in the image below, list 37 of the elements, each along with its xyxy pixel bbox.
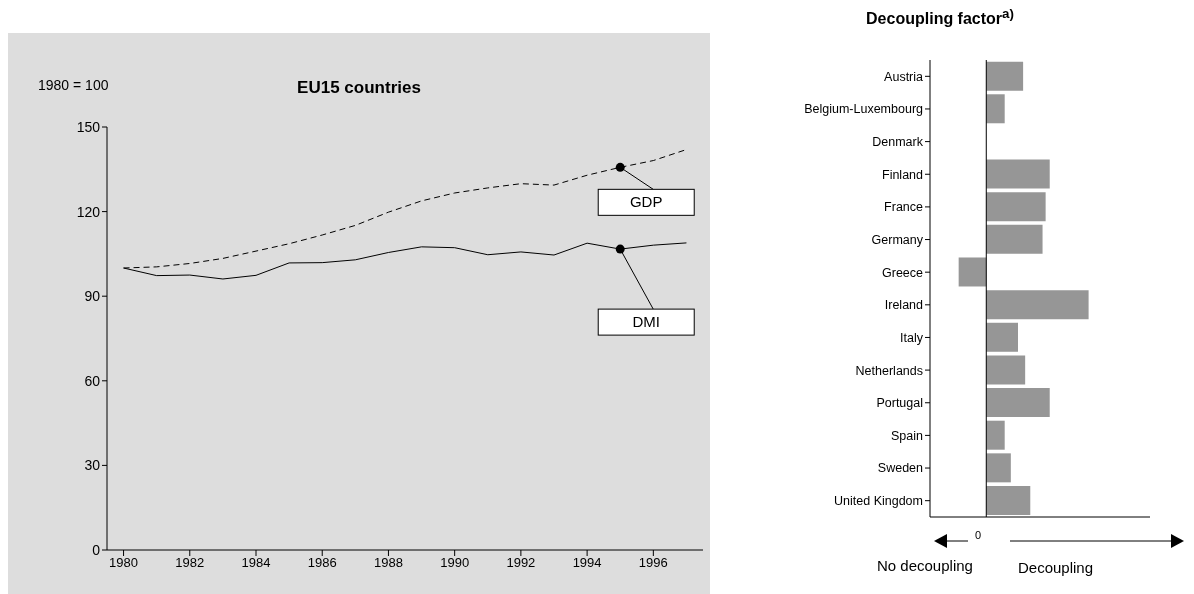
y-tick-label: Greece — [882, 265, 924, 280]
y-tick-label: 120 — [76, 203, 101, 220]
x-tick-label: 1982 — [175, 555, 205, 571]
text: 0 — [975, 529, 982, 541]
y-tick-label: 90 — [84, 288, 101, 305]
x-tick-label: 1996 — [638, 555, 668, 571]
y-tick-label: Germany — [871, 232, 924, 247]
y-tick-label: 30 — [84, 457, 101, 474]
x-tick-label: 1992 — [506, 555, 536, 571]
chart-title: EU15 countries — [297, 78, 421, 97]
x-tick-label: 1994 — [572, 555, 602, 571]
y-tick-label: 60 — [84, 372, 101, 389]
y-tick-label: Denmark — [872, 135, 924, 150]
x-tick-label: 1986 — [307, 555, 337, 571]
y-tick-label: France — [884, 200, 924, 215]
y-tick-label: United Kingdom — [834, 494, 923, 509]
y-tick-label: Portugal — [876, 396, 923, 411]
x-tick-label: 1988 — [373, 555, 403, 571]
x-tick-label: 1980 — [109, 555, 139, 571]
y-tick-label: Belgium-Luxembourg — [804, 102, 924, 117]
y-tick-label: Netherlands — [855, 363, 923, 378]
chart-title: Decoupling factor$^{a)}$ — [865, 6, 1015, 29]
text: Decoupling — [1018, 559, 1094, 576]
y-tick-label: Austria — [884, 69, 924, 84]
y-tick-label: Spain — [891, 428, 924, 443]
y-tick-label: 0 — [92, 541, 101, 558]
y-axis-title: 1980 = 100 — [38, 77, 109, 93]
y-tick-label: Ireland — [884, 298, 924, 313]
y-tick-label: Sweden — [877, 461, 924, 476]
text: No decoupling — [877, 557, 973, 574]
x-tick-label: 1990 — [440, 555, 470, 571]
y-tick-label: Finland — [882, 167, 924, 182]
y-tick-label: Italy — [900, 330, 924, 345]
annotation: DMI — [632, 313, 660, 331]
y-tick-label: 150 — [76, 118, 101, 135]
annotation: GDP — [629, 193, 663, 211]
x-tick-label: 1984 — [241, 555, 271, 571]
